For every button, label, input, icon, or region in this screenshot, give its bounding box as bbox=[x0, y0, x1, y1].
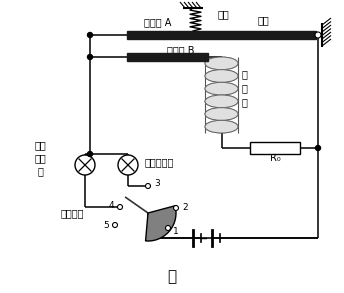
Text: 左转
指示
灯: 左转 指示 灯 bbox=[34, 140, 46, 176]
Ellipse shape bbox=[205, 95, 238, 108]
Circle shape bbox=[87, 54, 93, 59]
Ellipse shape bbox=[205, 108, 238, 120]
Text: 乙: 乙 bbox=[168, 270, 176, 285]
Text: 2: 2 bbox=[182, 204, 188, 212]
Circle shape bbox=[315, 32, 321, 38]
Circle shape bbox=[118, 155, 138, 175]
Ellipse shape bbox=[205, 70, 238, 82]
Text: 电
磁
铁: 电 磁 铁 bbox=[242, 69, 248, 107]
Ellipse shape bbox=[205, 120, 238, 133]
Circle shape bbox=[146, 183, 151, 188]
Ellipse shape bbox=[205, 95, 238, 108]
Text: 动触点 A: 动触点 A bbox=[144, 17, 172, 27]
Ellipse shape bbox=[205, 82, 238, 95]
Circle shape bbox=[118, 205, 122, 209]
Bar bbox=[127, 31, 316, 39]
Circle shape bbox=[112, 222, 118, 227]
Ellipse shape bbox=[205, 57, 238, 70]
Ellipse shape bbox=[205, 57, 238, 70]
Circle shape bbox=[87, 151, 93, 156]
Polygon shape bbox=[146, 206, 176, 241]
Text: 5: 5 bbox=[103, 221, 109, 229]
Ellipse shape bbox=[205, 70, 238, 82]
Text: 1: 1 bbox=[173, 226, 179, 236]
Text: R₀: R₀ bbox=[270, 153, 280, 163]
Text: 衡铁: 衡铁 bbox=[258, 15, 270, 25]
Bar bbox=[250, 142, 300, 154]
Circle shape bbox=[75, 155, 95, 175]
Ellipse shape bbox=[205, 108, 238, 120]
Text: 动触点 B: 动触点 B bbox=[167, 45, 194, 55]
Text: 3: 3 bbox=[154, 180, 160, 188]
Text: 弹簧: 弹簧 bbox=[218, 9, 230, 19]
Circle shape bbox=[87, 33, 93, 38]
Circle shape bbox=[173, 205, 179, 210]
Circle shape bbox=[315, 146, 321, 151]
Text: 右转指示灯: 右转指示灯 bbox=[145, 157, 174, 167]
Ellipse shape bbox=[205, 120, 238, 133]
Bar bbox=[127, 53, 208, 61]
Text: 4: 4 bbox=[108, 200, 114, 209]
Ellipse shape bbox=[205, 82, 238, 95]
Text: 转向开关: 转向开关 bbox=[60, 208, 84, 218]
Circle shape bbox=[165, 226, 171, 231]
